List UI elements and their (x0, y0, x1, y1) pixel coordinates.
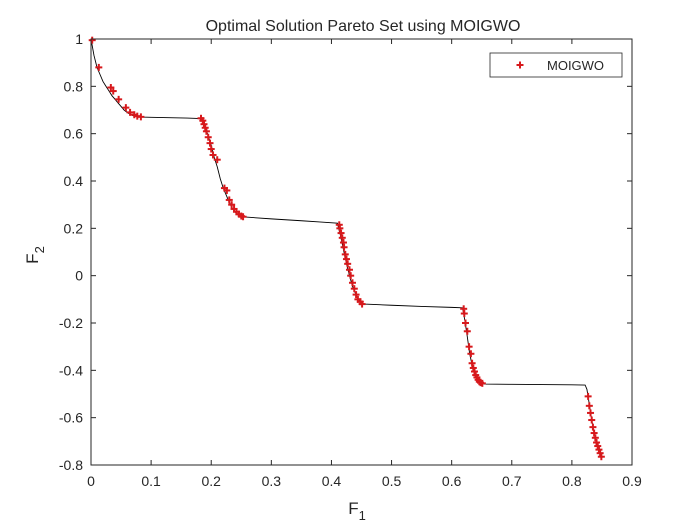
data-point (594, 442, 602, 450)
x-axis-label: F1 (348, 499, 366, 523)
legend: MOIGWO (489, 52, 623, 78)
data-point (596, 449, 604, 457)
data-point (591, 434, 599, 442)
data-point (207, 145, 215, 153)
data-point (461, 319, 469, 327)
x-tick-label: 0.7 (502, 473, 522, 489)
data-point (206, 139, 214, 147)
data-point (337, 229, 345, 237)
data-point (228, 201, 236, 209)
data-point (199, 117, 207, 125)
data-point (225, 196, 233, 204)
data-point (213, 156, 221, 164)
data-point (595, 446, 603, 454)
legend-marker (516, 61, 524, 69)
y-axis-label-subscript: 2 (32, 246, 47, 253)
data-point (209, 151, 217, 159)
data-point (88, 36, 96, 44)
y-axis-ticks: -0.8 -0.6 -0.4 -0.2 0 0.2 0.4 0.6 0.8 1 (59, 31, 632, 473)
data-point (471, 368, 479, 376)
data-point (345, 266, 353, 274)
x-tick-label: 0.6 (442, 473, 462, 489)
data-point (223, 186, 231, 194)
data-point (137, 113, 145, 121)
data-point (468, 359, 476, 367)
x-tick-label: 0.9 (622, 473, 642, 489)
x-tick-label: 0.1 (141, 473, 161, 489)
data-point (126, 108, 134, 116)
y-tick-label: 0.4 (64, 173, 84, 189)
data-point (338, 234, 346, 242)
y-tick-label: -0.6 (59, 410, 83, 426)
y-tick-label: 1 (75, 31, 83, 47)
x-tick-label: 0.2 (201, 473, 221, 489)
data-point (107, 84, 115, 92)
y-axis-label: F2 (23, 246, 47, 264)
data-point (344, 260, 352, 268)
y-tick-label: 0.2 (64, 220, 84, 236)
data-point (585, 402, 593, 410)
plot-area (91, 39, 632, 465)
x-tick-label: 0.4 (322, 473, 342, 489)
chart-title: Optimal Solution Pareto Set using MOIGWO (206, 18, 521, 35)
data-point (465, 343, 473, 351)
data-point (588, 416, 596, 424)
data-point (597, 453, 605, 461)
data-point (239, 213, 247, 221)
y-tick-label: 0 (75, 268, 83, 284)
y-axis-label-main: F (23, 253, 42, 263)
data-point (336, 224, 344, 232)
data-point (348, 279, 356, 287)
data-point (587, 409, 595, 417)
data-point (202, 127, 210, 135)
x-axis-label-subscript: 1 (359, 508, 366, 523)
x-tick-label: 0.5 (382, 473, 402, 489)
data-point (460, 310, 468, 318)
data-point (95, 63, 103, 71)
x-axis-label-main: F (348, 499, 358, 518)
marker-layer (88, 36, 605, 461)
data-point (347, 272, 355, 280)
data-point (122, 104, 130, 112)
y-tick-label: -0.8 (59, 457, 83, 473)
data-point (342, 255, 350, 263)
data-point (358, 300, 366, 308)
x-tick-label: 0.8 (562, 473, 582, 489)
data-point (584, 392, 592, 400)
data-point (463, 327, 471, 335)
y-tick-label: 0.6 (64, 126, 84, 142)
data-point (593, 439, 601, 447)
data-point (352, 291, 360, 299)
data-point (340, 243, 348, 251)
data-point (115, 95, 123, 103)
axes-box (90, 38, 633, 466)
data-point (350, 285, 358, 293)
data-point (201, 124, 209, 132)
data-point (204, 133, 212, 141)
data-point (200, 120, 208, 128)
data-point (467, 350, 475, 358)
y-tick-label: -0.4 (59, 362, 83, 378)
legend-label: MOIGWO (547, 58, 604, 73)
data-point (109, 87, 117, 95)
y-tick-label: -0.2 (59, 315, 83, 331)
x-axis-ticks: 0 0.1 0.2 0.3 0.4 0.5 0.6 0.7 0.8 0.9 (87, 39, 642, 489)
data-point (589, 423, 597, 431)
data-point (478, 379, 486, 387)
data-point (590, 429, 598, 437)
x-tick-label: 0.3 (262, 473, 282, 489)
data-point (469, 364, 477, 372)
x-tick-label: 0 (87, 473, 95, 489)
legend-box (489, 52, 623, 78)
y-tick-label: 0.8 (64, 78, 84, 94)
data-point (341, 250, 349, 258)
